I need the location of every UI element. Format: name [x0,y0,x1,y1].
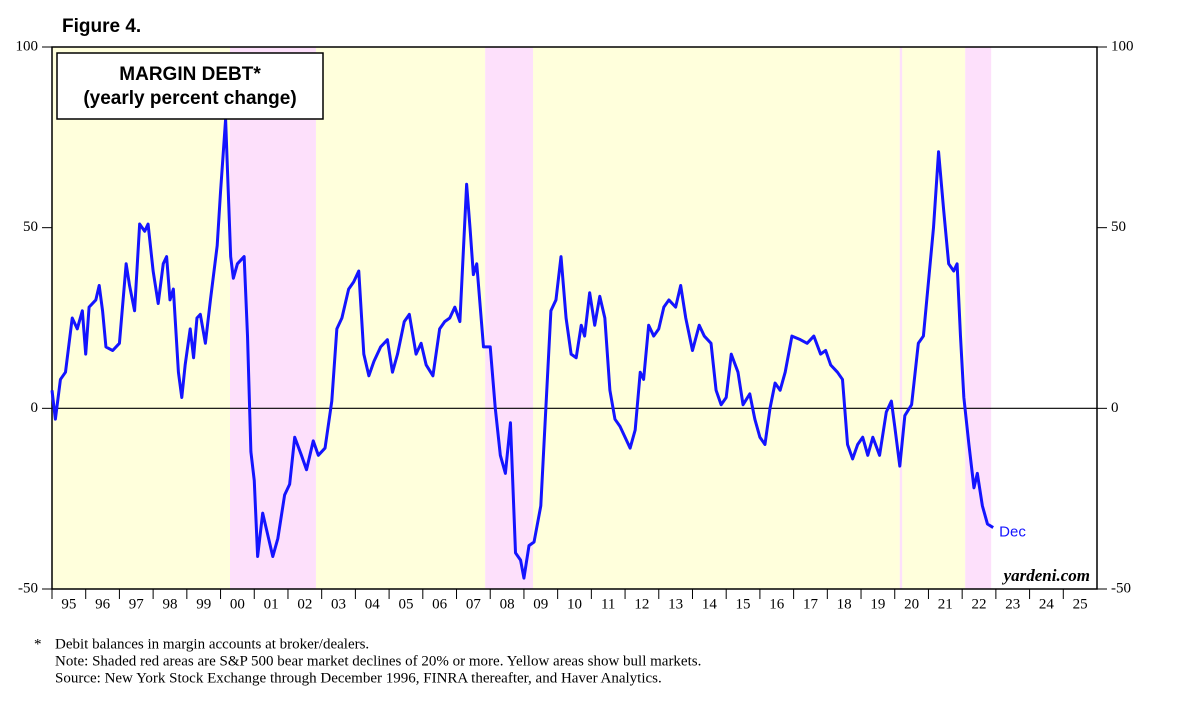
x-tick-label: 24 [1039,596,1055,612]
x-tick-label: 19 [870,596,885,612]
x-tick-label: 11 [601,596,615,612]
y-tick-label: 50 [23,219,38,235]
x-tick-label: 01 [264,596,279,612]
x-tick-label: 12 [634,596,649,612]
y2-tick-label: -50 [1111,580,1131,596]
bear-market-band [899,47,903,589]
x-tick-label: 20 [904,596,919,612]
footnote: Source: New York Stock Exchange through … [55,670,662,686]
end-label: Dec [999,524,1026,541]
chart-subtitle: (yearly percent change) [83,88,296,109]
x-tick-label: 00 [230,596,245,612]
x-tick-label: 05 [398,596,413,612]
x-tick-label: 23 [1005,596,1020,612]
x-tick-label: 98 [162,596,177,612]
y-tick-label: -50 [18,580,38,596]
x-tick-label: 09 [533,596,548,612]
y2-tick-label: 50 [1111,219,1126,235]
x-tick-label: 02 [297,596,312,612]
footnote-marker: * [34,636,42,652]
x-tick-label: 99 [196,596,211,612]
x-tick-label: 13 [668,596,683,612]
bear-market-band [229,47,316,589]
x-tick-label: 97 [129,596,145,612]
x-tick-label: 95 [61,596,76,612]
x-tick-label: 14 [702,596,718,612]
y-tick-label: 100 [16,38,39,54]
x-tick-label: 18 [837,596,852,612]
watermark: yardeni.com [1002,566,1090,585]
x-tick-label: 10 [567,596,582,612]
bull-market-band [902,47,966,589]
x-tick-label: 04 [365,596,381,612]
x-tick-label: 03 [331,596,346,612]
bear-market-band [485,47,534,589]
chart-title: MARGIN DEBT* [119,64,261,85]
x-tick-label: 06 [432,596,448,612]
x-tick-label: 15 [736,596,751,612]
footnote: Note: Shaded red areas are S&P 500 bear … [55,653,701,669]
figure-label: Figure 4. [62,16,141,37]
footnote: Debit balances in margin accounts at bro… [55,636,369,652]
title-box [56,52,324,120]
data-line [50,117,994,580]
y2-tick-label: 0 [1111,400,1119,416]
x-tick-label: 96 [95,596,111,612]
x-tick-label: 17 [803,596,819,612]
bear-market-band [965,47,992,589]
plot-frame [51,46,1098,590]
y-tick-label: 0 [31,400,39,416]
bull-market-band [52,47,230,589]
x-tick-label: 16 [769,596,785,612]
x-tick-label: 07 [466,596,482,612]
x-tick-label: 25 [1073,596,1088,612]
x-tick-label: 22 [972,596,987,612]
bull-market-band [315,47,486,589]
y2-tick-label: 100 [1111,38,1134,54]
x-tick-label: 08 [500,596,515,612]
x-tick-label: 21 [938,596,953,612]
